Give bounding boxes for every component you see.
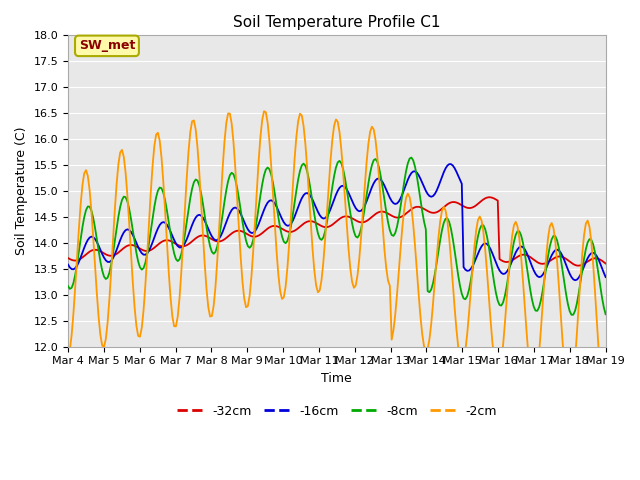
Legend: -32cm, -16cm, -8cm, -2cm: -32cm, -16cm, -8cm, -2cm <box>172 400 502 423</box>
Y-axis label: Soil Temperature (C): Soil Temperature (C) <box>15 127 28 255</box>
Title: Soil Temperature Profile C1: Soil Temperature Profile C1 <box>233 15 440 30</box>
Text: SW_met: SW_met <box>79 39 135 52</box>
X-axis label: Time: Time <box>321 372 352 385</box>
